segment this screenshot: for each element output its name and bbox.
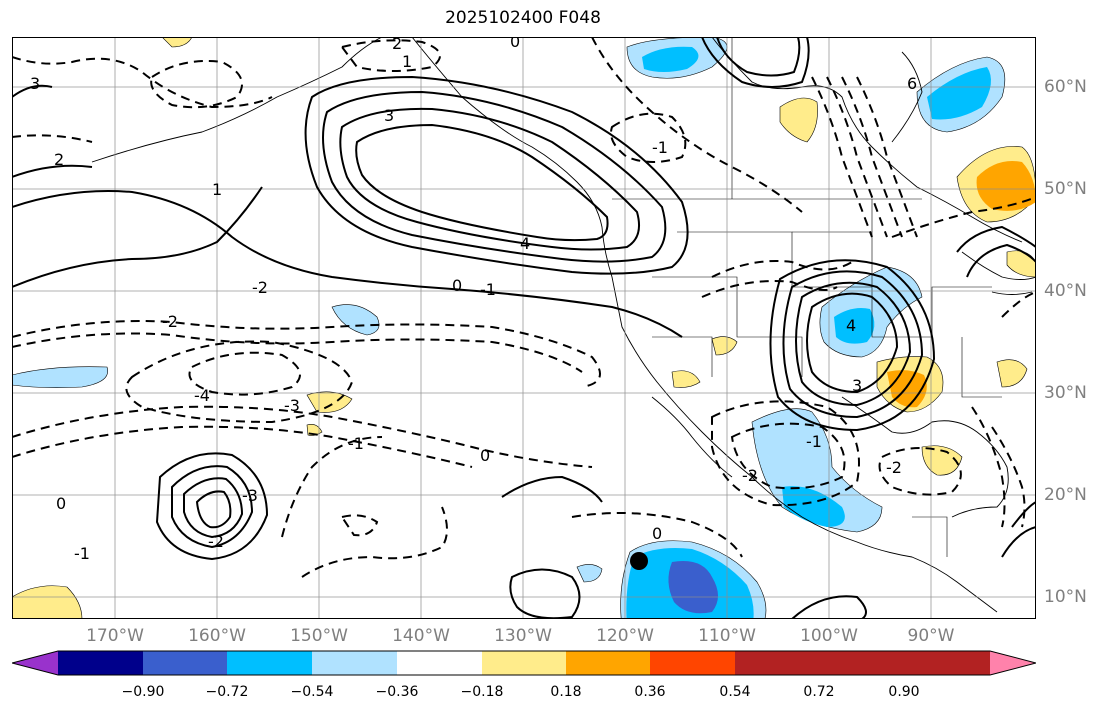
contour-label: -3 <box>284 396 300 415</box>
negative-anomaly-region <box>642 46 699 72</box>
colorbar <box>12 650 1036 676</box>
contour-label: -1 <box>348 434 364 453</box>
lat-label: 60°N <box>1044 77 1087 97</box>
colorbar-segment <box>397 651 482 675</box>
colorbar-tick-label: −0.90 <box>121 684 165 700</box>
colorbar-segment <box>482 651 566 675</box>
positive-anomaly-region <box>12 585 83 619</box>
contour-label: 3 <box>852 376 862 395</box>
contour-label: -1 <box>806 432 822 451</box>
colorbar-segment <box>143 651 227 675</box>
contour-label: -2 <box>162 312 178 331</box>
colorbar-tick-label: 0.72 <box>803 684 835 700</box>
colorbar-segment <box>12 651 58 675</box>
contour-label: -4 <box>194 386 210 405</box>
contour-label: -1 <box>74 544 90 563</box>
contour-label: 0 <box>652 524 662 543</box>
lat-label: 20°N <box>1044 485 1087 505</box>
negative-anomaly-region <box>834 308 875 344</box>
colorbar-tick-label: −0.72 <box>205 684 249 700</box>
contour-label: -2 <box>208 532 224 551</box>
colorbar-tick-label: −0.54 <box>290 684 334 700</box>
contour-label: 0 <box>510 37 520 51</box>
contour-label: -2 <box>886 458 902 477</box>
colorbar-tick-label: 0.36 <box>634 684 666 700</box>
colorbar-tick-label: 0.90 <box>888 684 920 700</box>
political-borders <box>612 37 1002 557</box>
lon-label: 120°W <box>596 626 654 646</box>
map-title: 2025102400 F048 <box>445 8 601 28</box>
contour-label: 3 <box>30 74 40 93</box>
graticule <box>12 37 1036 619</box>
positive-anomaly-region <box>671 370 701 388</box>
contour-label-group: 3 2 1 0 -1 -2 4 6 3 2 1 0 -1 -2 -3 -4 4 … <box>30 37 917 563</box>
lon-label: 140°W <box>392 626 450 646</box>
colorbar-segment <box>904 651 990 675</box>
lon-label: 100°W <box>800 626 858 646</box>
contour-label: 1 <box>402 52 412 71</box>
positive-anomaly-region <box>976 161 1036 211</box>
tropical-cyclone-marker <box>630 552 648 570</box>
colorbar-tick-label: −0.36 <box>375 684 419 700</box>
contour-label: -2 <box>742 466 758 485</box>
contour-label: 4 <box>520 234 530 253</box>
lat-label: 10°N <box>1044 587 1087 607</box>
colorbar-tick-label: 0.18 <box>550 684 582 700</box>
negative-contours <box>12 37 1036 578</box>
contour-label: 2 <box>54 150 64 169</box>
positive-anomaly-region <box>996 359 1028 388</box>
negative-anomaly-region <box>331 304 380 336</box>
colorbar-segment <box>566 651 650 675</box>
contour-label: 0 <box>56 494 66 513</box>
negative-anomaly-region <box>12 366 109 388</box>
lon-label: 160°W <box>188 626 246 646</box>
colorbar-segment <box>227 651 312 675</box>
lon-label: 90°W <box>907 626 955 646</box>
negative-anomaly-region <box>668 561 718 614</box>
contour-label: 3 <box>384 106 394 125</box>
colorbar-tick-label: 0.54 <box>719 684 751 700</box>
colorbar-tick-label: −0.18 <box>460 684 504 700</box>
colorbar-segments <box>12 651 1036 675</box>
contour-label: 0 <box>480 446 490 465</box>
colorbar-segment <box>990 651 1036 675</box>
contour-label: 6 <box>907 74 917 93</box>
lat-label: 50°N <box>1044 179 1087 199</box>
lat-label: 40°N <box>1044 281 1087 301</box>
negative-anomaly-region <box>927 67 991 120</box>
contour-label: 4 <box>846 316 856 335</box>
positive-anomaly-region <box>711 336 738 356</box>
colorbar-segment <box>735 651 819 675</box>
contour-label: 0 <box>452 276 462 295</box>
contour-label: -1 <box>652 138 668 157</box>
negative-anomaly-region <box>576 564 603 583</box>
shaded-anomaly-fields <box>12 37 1036 619</box>
positive-contours <box>12 37 1036 619</box>
colorbar-segment <box>819 651 904 675</box>
lon-label: 150°W <box>290 626 348 646</box>
positive-anomaly-region <box>779 97 818 143</box>
lat-label: 30°N <box>1044 383 1087 403</box>
colorbar-segment <box>650 651 735 675</box>
contour-label: -3 <box>242 486 258 505</box>
colorbar-segment <box>58 651 143 675</box>
contour-label: 2 <box>392 37 402 53</box>
contour-label: -1 <box>480 280 496 299</box>
lon-label: 110°W <box>698 626 756 646</box>
contour-label: -2 <box>252 278 268 297</box>
weather-map: 3 2 1 0 -1 -2 4 6 3 2 1 0 -1 -2 -3 -4 4 … <box>12 37 1036 619</box>
lon-label: 130°W <box>494 626 552 646</box>
contour-label: 1 <box>212 180 222 199</box>
colorbar-segment <box>312 651 397 675</box>
lon-label: 170°W <box>86 626 144 646</box>
positive-anomaly-region <box>921 445 963 476</box>
